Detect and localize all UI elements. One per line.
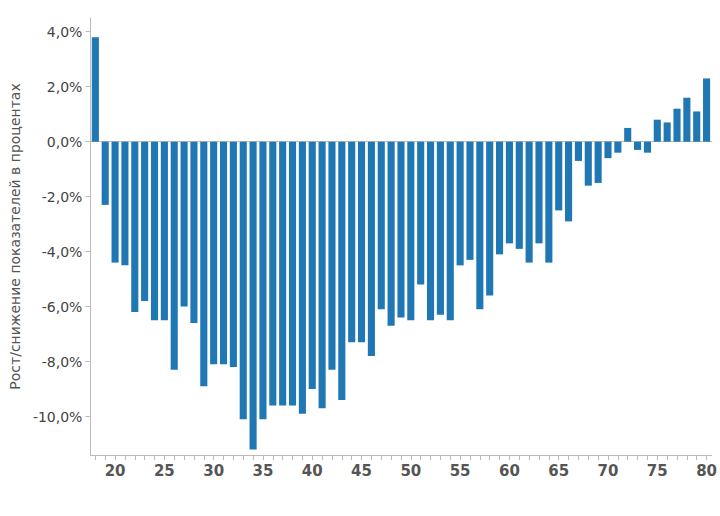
svg-text:60: 60 [499,462,520,480]
svg-text:0,0%: 0,0% [47,134,83,150]
svg-text:-10,0%: -10,0% [33,409,83,425]
svg-text:35: 35 [253,462,274,480]
svg-text:-2,0%: -2,0% [42,189,83,205]
svg-text:45: 45 [351,462,372,480]
svg-text:-8,0%: -8,0% [42,354,83,370]
svg-text:50: 50 [400,462,421,480]
svg-text:55: 55 [450,462,471,480]
svg-text:-6,0%: -6,0% [42,299,83,315]
svg-text:70: 70 [598,462,619,480]
svg-text:75: 75 [647,462,668,480]
svg-text:Рост/снижение показателей в пр: Рост/снижение показателей в процентах [7,83,23,389]
svg-text:30: 30 [203,462,224,480]
svg-text:25: 25 [154,462,175,480]
svg-text:20: 20 [105,462,126,480]
svg-text:2,0%: 2,0% [47,79,83,95]
svg-text:-4,0%: -4,0% [42,244,83,260]
svg-text:80: 80 [696,462,717,480]
svg-text:4,0%: 4,0% [47,24,83,40]
svg-text:65: 65 [548,462,569,480]
svg-text:40: 40 [302,462,323,480]
